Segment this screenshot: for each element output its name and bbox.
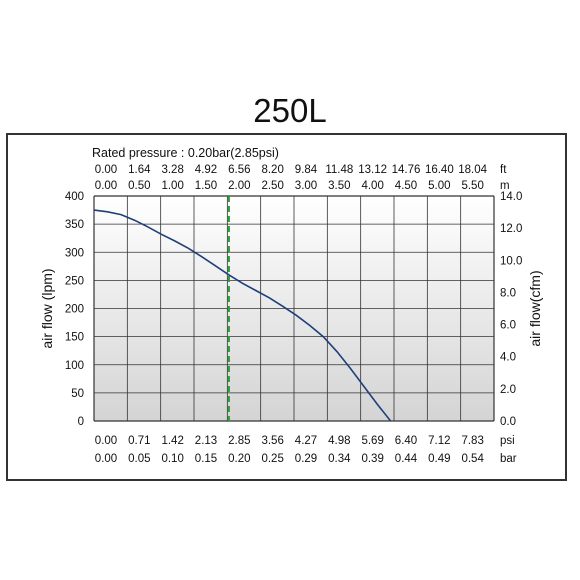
y-tick-right: 2.0 [500, 384, 516, 396]
x-tick-bar: 0.39 [361, 453, 383, 465]
x-tick-top-ft: 6.56 [228, 164, 250, 176]
x-tick-top-ft: 1.64 [128, 164, 151, 176]
x-tick-bar: 0.54 [461, 453, 484, 465]
y-tick-right: 4.0 [500, 352, 516, 364]
x-tick-bar: 0.10 [161, 453, 183, 465]
y-tick-left: 200 [65, 304, 84, 316]
performance-curve [93, 209, 392, 422]
x-tick-bar: 0.49 [428, 453, 450, 465]
x-tick-psi: 7.12 [428, 435, 450, 447]
x-tick-bar: 0.34 [328, 453, 351, 465]
x-tick-top-ft: 18.04 [458, 164, 487, 176]
x-tick-psi: 2.13 [195, 435, 217, 447]
y-tick-right: 8.0 [500, 287, 516, 299]
x-tick-bar: 0.25 [261, 453, 283, 465]
rated-pressure-label: Rated pressure : 0.20bar(2.85psi) [92, 146, 279, 160]
x-tick-bar: 0.29 [295, 453, 317, 465]
x-tick-top-ft: 16.40 [425, 164, 454, 176]
x-unit-psi: psi [500, 435, 515, 447]
x-tick-bar: 0.05 [128, 453, 150, 465]
x-tick-top-m: 5.00 [428, 180, 450, 192]
y-tick-right: 6.0 [500, 320, 516, 332]
x-tick-psi: 4.98 [328, 435, 350, 447]
x-tick-psi: 0.71 [128, 435, 150, 447]
x-tick-top-m: 4.50 [395, 180, 417, 192]
x-tick-psi: 1.42 [161, 435, 183, 447]
x-tick-top-m: 0.50 [128, 180, 150, 192]
x-tick-top-m: 5.50 [461, 180, 483, 192]
x-tick-psi: 7.83 [461, 435, 483, 447]
grid-lines [93, 195, 495, 422]
y-tick-left: 150 [65, 332, 84, 344]
y-tick-right: 0.0 [500, 416, 516, 428]
x-tick-top-ft: 4.92 [195, 164, 217, 176]
x-unit-bar: bar [500, 453, 517, 465]
y-tick-left: 250 [65, 275, 84, 287]
y-tick-left: 50 [71, 388, 84, 400]
x-tick-top-ft: 0.00 [95, 164, 117, 176]
y-axis-label-right: air flow(cfm) [527, 270, 543, 346]
x-tick-bar: 0.44 [395, 453, 418, 465]
y-tick-right: 14.0 [500, 191, 522, 203]
chart-frame [6, 133, 567, 481]
x-unit-m: m [500, 180, 510, 192]
y-tick-left: 0 [78, 416, 84, 428]
x-tick-psi: 6.40 [395, 435, 417, 447]
x-tick-bar: 0.20 [228, 453, 250, 465]
x-tick-top-m: 1.50 [195, 180, 217, 192]
x-tick-top-m: 2.50 [261, 180, 283, 192]
x-tick-top-ft: 9.84 [295, 164, 318, 176]
x-tick-psi: 0.00 [95, 435, 117, 447]
x-tick-top-ft: 3.28 [161, 164, 183, 176]
x-tick-bar: 0.00 [95, 453, 117, 465]
y-axis-label-left: air flow (lpm) [39, 268, 55, 348]
x-tick-top-ft: 13.12 [358, 164, 387, 176]
x-tick-top-ft: 11.48 [325, 164, 353, 176]
airflow-curve-line [93, 209, 392, 422]
x-tick-psi: 2.85 [228, 435, 250, 447]
y-tick-left: 300 [65, 247, 84, 259]
x-tick-top-ft: 14.76 [392, 164, 421, 176]
x-unit-ft: ft [500, 164, 507, 176]
chart-title: 250L [253, 92, 327, 129]
x-tick-bar: 0.15 [195, 453, 217, 465]
x-tick-top-m: 1.00 [161, 180, 183, 192]
x-tick-psi: 5.69 [361, 435, 383, 447]
x-tick-top-ft: 8.20 [261, 164, 283, 176]
y-tick-right: 12.0 [500, 223, 522, 235]
x-tick-top-m: 3.00 [295, 180, 317, 192]
y-tick-left: 350 [65, 219, 84, 231]
x-tick-top-m: 3.50 [328, 180, 350, 192]
tick-labels: 400 350 300 250 200 150 100 50 0 14.0 12.0 10.0 8.0 6… [65, 164, 523, 465]
x-tick-psi: 4.27 [295, 435, 317, 447]
y-tick-left: 100 [65, 360, 84, 372]
y-tick-right: 10.0 [500, 255, 522, 267]
x-tick-top-m: 4.00 [361, 180, 383, 192]
x-tick-top-m: 2.00 [228, 180, 250, 192]
y-tick-left: 400 [65, 191, 84, 203]
x-tick-top-m: 0.00 [95, 180, 117, 192]
x-tick-psi: 3.56 [261, 435, 283, 447]
